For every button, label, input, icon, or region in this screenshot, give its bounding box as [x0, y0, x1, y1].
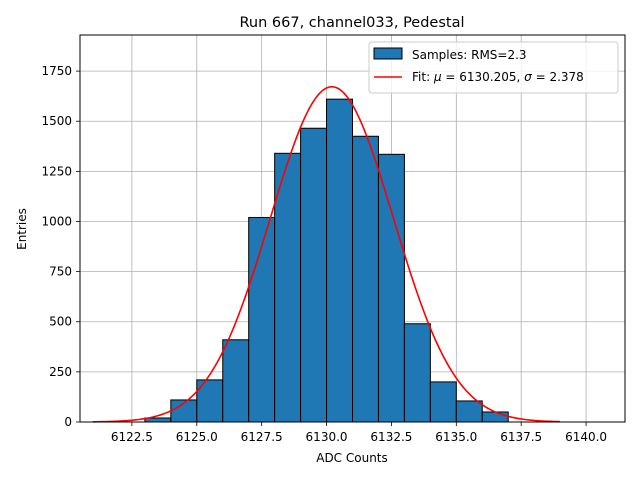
- legend-histogram-label: Samples: RMS=2.3: [412, 48, 527, 62]
- y-tick-label: 250: [49, 365, 72, 379]
- histogram-bar: [300, 127, 328, 423]
- histogram-bar: [429, 381, 457, 423]
- legend-fit-label: Fit: μ = 6130.205, σ = 2.378: [412, 70, 584, 84]
- y-tick-label: 1000: [41, 214, 72, 228]
- y-axis-ticks: 0 250 500 750 1000 1250 1500 1750: [41, 64, 80, 429]
- x-tick-label: 6132.5: [370, 430, 412, 444]
- x-tick-label: 6140.0: [565, 430, 607, 444]
- histogram-bar: [455, 400, 483, 423]
- legend-histogram-swatch: [373, 47, 403, 60]
- histogram-bar: [222, 339, 250, 423]
- histogram-bar: [481, 411, 509, 423]
- legend-fit-mu-value: = 6130.205,: [442, 70, 525, 84]
- legend-box: [368, 41, 619, 94]
- x-tick-label: 6135.0: [435, 430, 477, 444]
- y-tick-label: 1750: [41, 64, 72, 78]
- legend-fit-mu-symbol: μ: [433, 70, 442, 84]
- x-tick-label: 6125.0: [176, 430, 218, 444]
- y-tick-label: 500: [49, 315, 72, 329]
- x-tick-label: 6122.5: [111, 430, 153, 444]
- x-axis-ticks: 6122.5 6125.0 6127.5 6130.0 6132.5 6135.0 6137…: [111, 422, 607, 444]
- chart-title: Run 667, channel033, Pedestal: [239, 15, 464, 31]
- legend-fit-prefix: Fit:: [412, 70, 434, 84]
- legend-fit-sigma-value: = 2.378: [532, 70, 584, 84]
- x-axis-title: ADC Counts: [316, 451, 388, 465]
- histogram-bar: [403, 323, 431, 423]
- x-tick-label: 6137.5: [500, 430, 542, 444]
- histogram-bar: [352, 135, 379, 423]
- y-tick-label: 0: [64, 415, 72, 429]
- plot-frame: [79, 34, 626, 423]
- histogram-bar: [377, 153, 405, 423]
- x-tick-label: 6127.5: [241, 430, 283, 444]
- fit-curve-layer: [92, 85, 561, 423]
- legend-fit-sigma-symbol: σ: [524, 70, 532, 84]
- legend: Samples: RMS=2.3 Fit: μ = 6130.205, σ = …: [368, 41, 619, 94]
- histogram-bars: [144, 98, 509, 423]
- y-tick-label: 1500: [41, 114, 72, 128]
- fit-curve: [92, 85, 561, 423]
- histogram-bar: [326, 98, 353, 423]
- y-tick-label: 1250: [41, 164, 72, 178]
- y-tick-label: 750: [49, 265, 72, 279]
- y-axis-title: Entries: [15, 208, 29, 250]
- x-tick-label: 6130.0: [306, 430, 348, 444]
